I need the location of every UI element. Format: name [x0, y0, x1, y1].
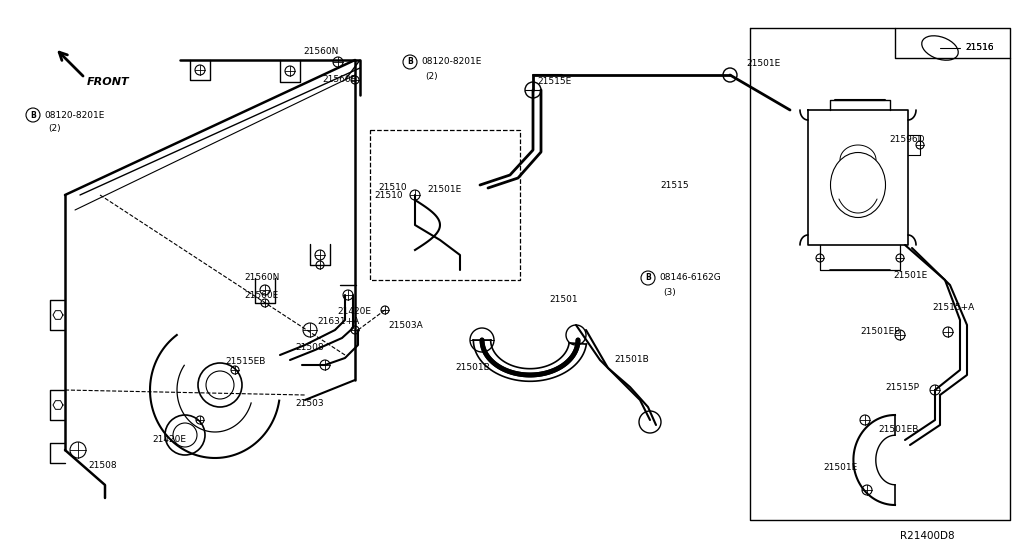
Text: 21501B: 21501B	[455, 362, 489, 372]
Text: 08120-8201E: 08120-8201E	[421, 58, 481, 67]
Text: (2): (2)	[425, 72, 437, 80]
Text: 21515: 21515	[660, 181, 688, 190]
Text: 21560E: 21560E	[244, 291, 279, 301]
Text: (2): (2)	[48, 124, 60, 132]
Text: 21508: 21508	[295, 343, 324, 352]
Text: 21503: 21503	[295, 399, 324, 408]
Text: 21560N: 21560N	[244, 273, 280, 282]
Text: 21420E: 21420E	[337, 307, 371, 316]
Text: 21501E: 21501E	[746, 59, 780, 68]
Text: (3): (3)	[663, 287, 676, 296]
Text: B: B	[408, 58, 413, 67]
Text: 21420E: 21420E	[152, 435, 186, 444]
Text: 08146-6162G: 08146-6162G	[659, 273, 721, 282]
Text: 21516: 21516	[965, 44, 993, 53]
Text: 21501: 21501	[549, 296, 578, 305]
Text: 21515EB: 21515EB	[225, 358, 265, 367]
Text: 21560N: 21560N	[303, 48, 338, 56]
Text: 21510: 21510	[378, 183, 407, 192]
Text: 21631+A: 21631+A	[317, 318, 359, 326]
Text: 21560E: 21560E	[322, 75, 356, 84]
Text: 21596D: 21596D	[889, 135, 925, 144]
Text: 21501EB: 21501EB	[860, 328, 900, 337]
Text: 21503A: 21503A	[388, 320, 423, 329]
Text: B: B	[645, 273, 651, 282]
Text: 21508: 21508	[88, 461, 117, 470]
Text: 21501E: 21501E	[823, 463, 857, 472]
Text: 21501E: 21501E	[427, 186, 461, 195]
Text: B: B	[30, 111, 36, 120]
Text: 21515E: 21515E	[537, 78, 571, 87]
Text: 08120-8201E: 08120-8201E	[44, 111, 104, 120]
Text: 21501EB: 21501EB	[878, 425, 919, 434]
Text: 21510: 21510	[374, 191, 402, 200]
Text: 21515+A: 21515+A	[932, 304, 974, 312]
Text: 21501B: 21501B	[614, 356, 649, 364]
Text: 21516: 21516	[965, 44, 993, 53]
Text: R21400D8: R21400D8	[900, 531, 954, 541]
Text: FRONT: FRONT	[87, 77, 130, 87]
Text: 21501E: 21501E	[893, 271, 928, 280]
Text: 21515P: 21515P	[885, 383, 919, 392]
